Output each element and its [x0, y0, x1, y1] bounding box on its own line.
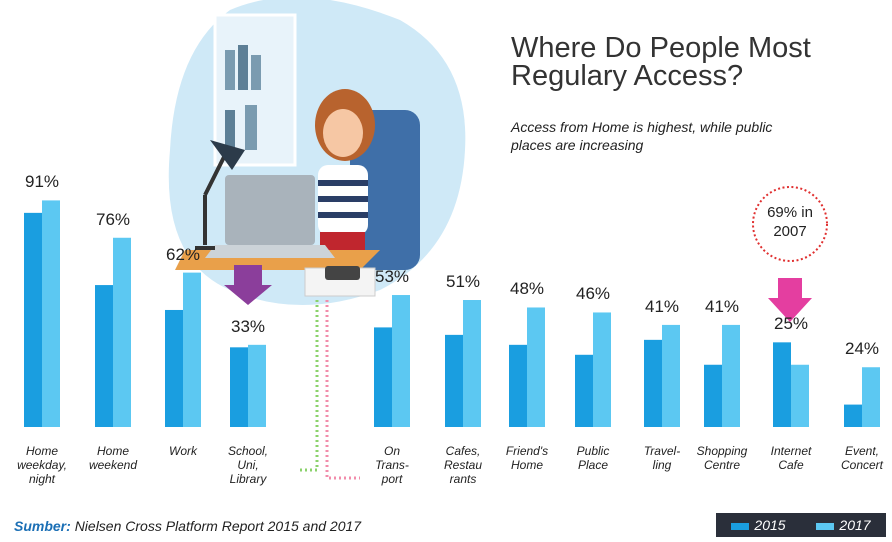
bar: [773, 342, 791, 427]
value-label: 76%: [95, 209, 131, 229]
bar: [662, 324, 680, 427]
legend-label: 2015: [754, 517, 786, 533]
bar: [844, 404, 862, 427]
value-label: 51%: [445, 272, 481, 291]
x-tick-label: Home weekday, night: [17, 444, 67, 486]
bar: [392, 295, 410, 427]
value-label: 91%: [24, 172, 60, 192]
bar: [704, 364, 722, 427]
legend-item: 2017: [816, 517, 871, 533]
value-label: 62%: [165, 244, 201, 264]
value-label: 25%: [773, 314, 809, 334]
value-label: 24%: [844, 339, 880, 359]
bar: [95, 285, 113, 427]
x-tick-label: Work: [169, 444, 197, 458]
source-label: Sumber:: [14, 518, 71, 534]
bar: [593, 312, 611, 427]
value-label: 33%: [230, 316, 266, 336]
bar: [165, 309, 183, 427]
bar: [445, 334, 463, 427]
annotation: 69% in 2007: [767, 204, 813, 240]
chart-title: Where Do People Most Regulary Access?: [511, 32, 811, 92]
illustration: [168, 0, 828, 480]
legend: 2015 2017: [716, 513, 886, 537]
legend-swatch: [816, 522, 835, 530]
chart-subtitle: Access from Home is highest, while publi…: [511, 119, 773, 153]
bar: [791, 364, 809, 427]
value-label: 46%: [575, 284, 611, 304]
x-tick-label: Internet Cafe: [770, 444, 812, 472]
bar: [183, 272, 201, 427]
legend-label: 2017: [839, 517, 871, 533]
bar: [862, 367, 880, 427]
x-tick-label: On Trans- port: [375, 444, 409, 486]
x-tick-label: School, Uni, Library: [227, 444, 269, 486]
legend-item: 2015: [731, 517, 786, 533]
source: Sumber: Nielsen Cross Platform Report 20…: [14, 518, 361, 534]
x-tick-label: Travel- ling: [643, 444, 681, 472]
value-label: 53%: [374, 267, 410, 287]
bar: [463, 300, 481, 427]
bar: [24, 212, 42, 427]
x-tick-label: Event, Concert: [840, 444, 884, 472]
bar: [42, 200, 60, 427]
legend-swatch: [731, 522, 750, 530]
source-text: Nielsen Cross Platform Report 2015 and 2…: [74, 518, 362, 534]
bar: [230, 347, 248, 427]
x-tick-label: Cafes, Restau rants: [443, 444, 483, 486]
bar: [248, 344, 266, 427]
bar: [527, 307, 545, 427]
bar: [509, 344, 527, 427]
value-label: 48%: [509, 279, 545, 299]
x-tick-label: Friend's Home: [505, 444, 549, 472]
value-label: 41%: [644, 296, 680, 316]
bar: [374, 327, 392, 427]
x-tick-label: Public Place: [576, 444, 610, 472]
bar: [113, 237, 131, 427]
x-tick-label: Shopping Centre: [696, 444, 748, 472]
x-tick-label: Home weekend: [88, 444, 138, 472]
bar: [722, 324, 740, 427]
bar: [644, 339, 662, 427]
value-label: 41%: [704, 296, 740, 316]
bar: [575, 354, 593, 427]
